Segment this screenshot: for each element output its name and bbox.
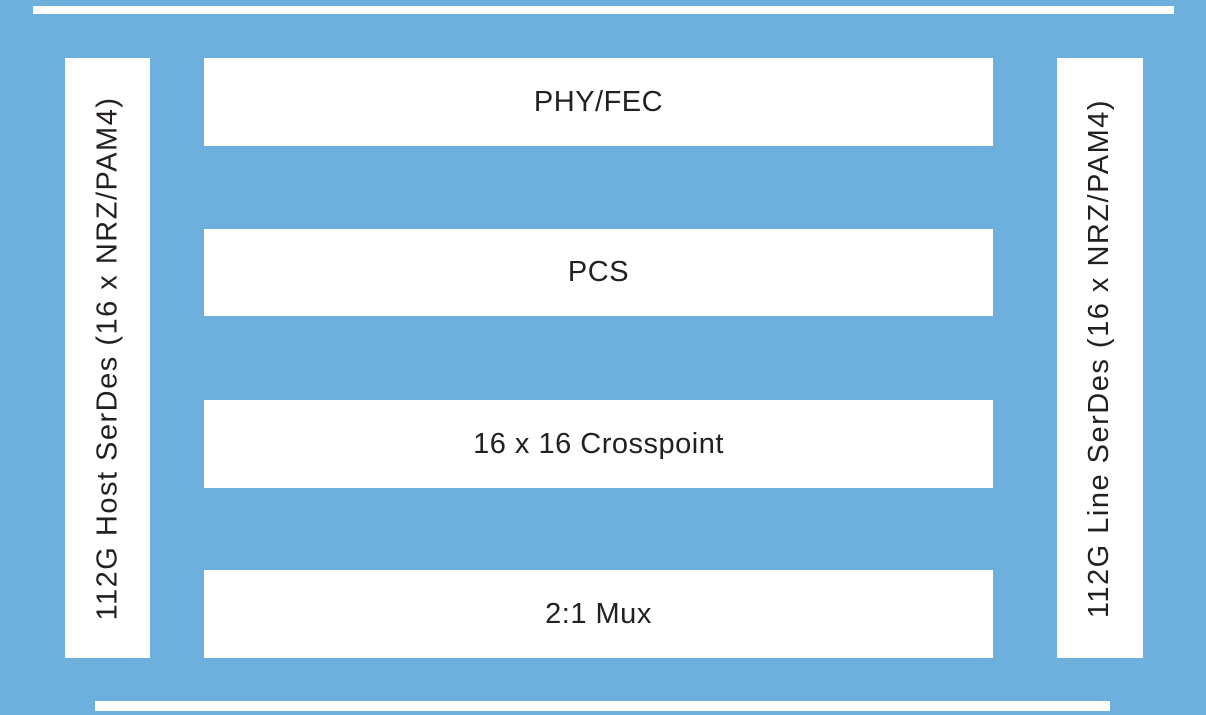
line-serdes-label: 112G Line SerDes (16 x NRZ/PAM4) <box>1083 98 1116 618</box>
block-crosspoint: 16 x 16 Crosspoint <box>204 400 993 488</box>
block-pcs-label: PCS <box>567 256 630 288</box>
block-phy-fec-label: PHY/FEC <box>533 85 664 118</box>
line-serdes-panel: 112G Line SerDes (16 x NRZ/PAM4) <box>1057 58 1143 658</box>
host-serdes-label: 112G Host SerDes (16 x NRZ/PAM4) <box>91 96 124 620</box>
bottom-edge-partial-box <box>95 701 1110 711</box>
top-edge-partial-box <box>33 6 1174 14</box>
block-pcs: PCS <box>204 229 993 316</box>
host-serdes-panel: 112G Host SerDes (16 x NRZ/PAM4) <box>65 58 150 658</box>
block-phy-fec: PHY/FEC <box>204 58 993 146</box>
block-crosspoint-label: 16 x 16 Crosspoint <box>473 427 724 460</box>
block-mux-label: 2:1 Mux <box>545 597 652 630</box>
block-mux: 2:1 Mux <box>204 570 993 658</box>
